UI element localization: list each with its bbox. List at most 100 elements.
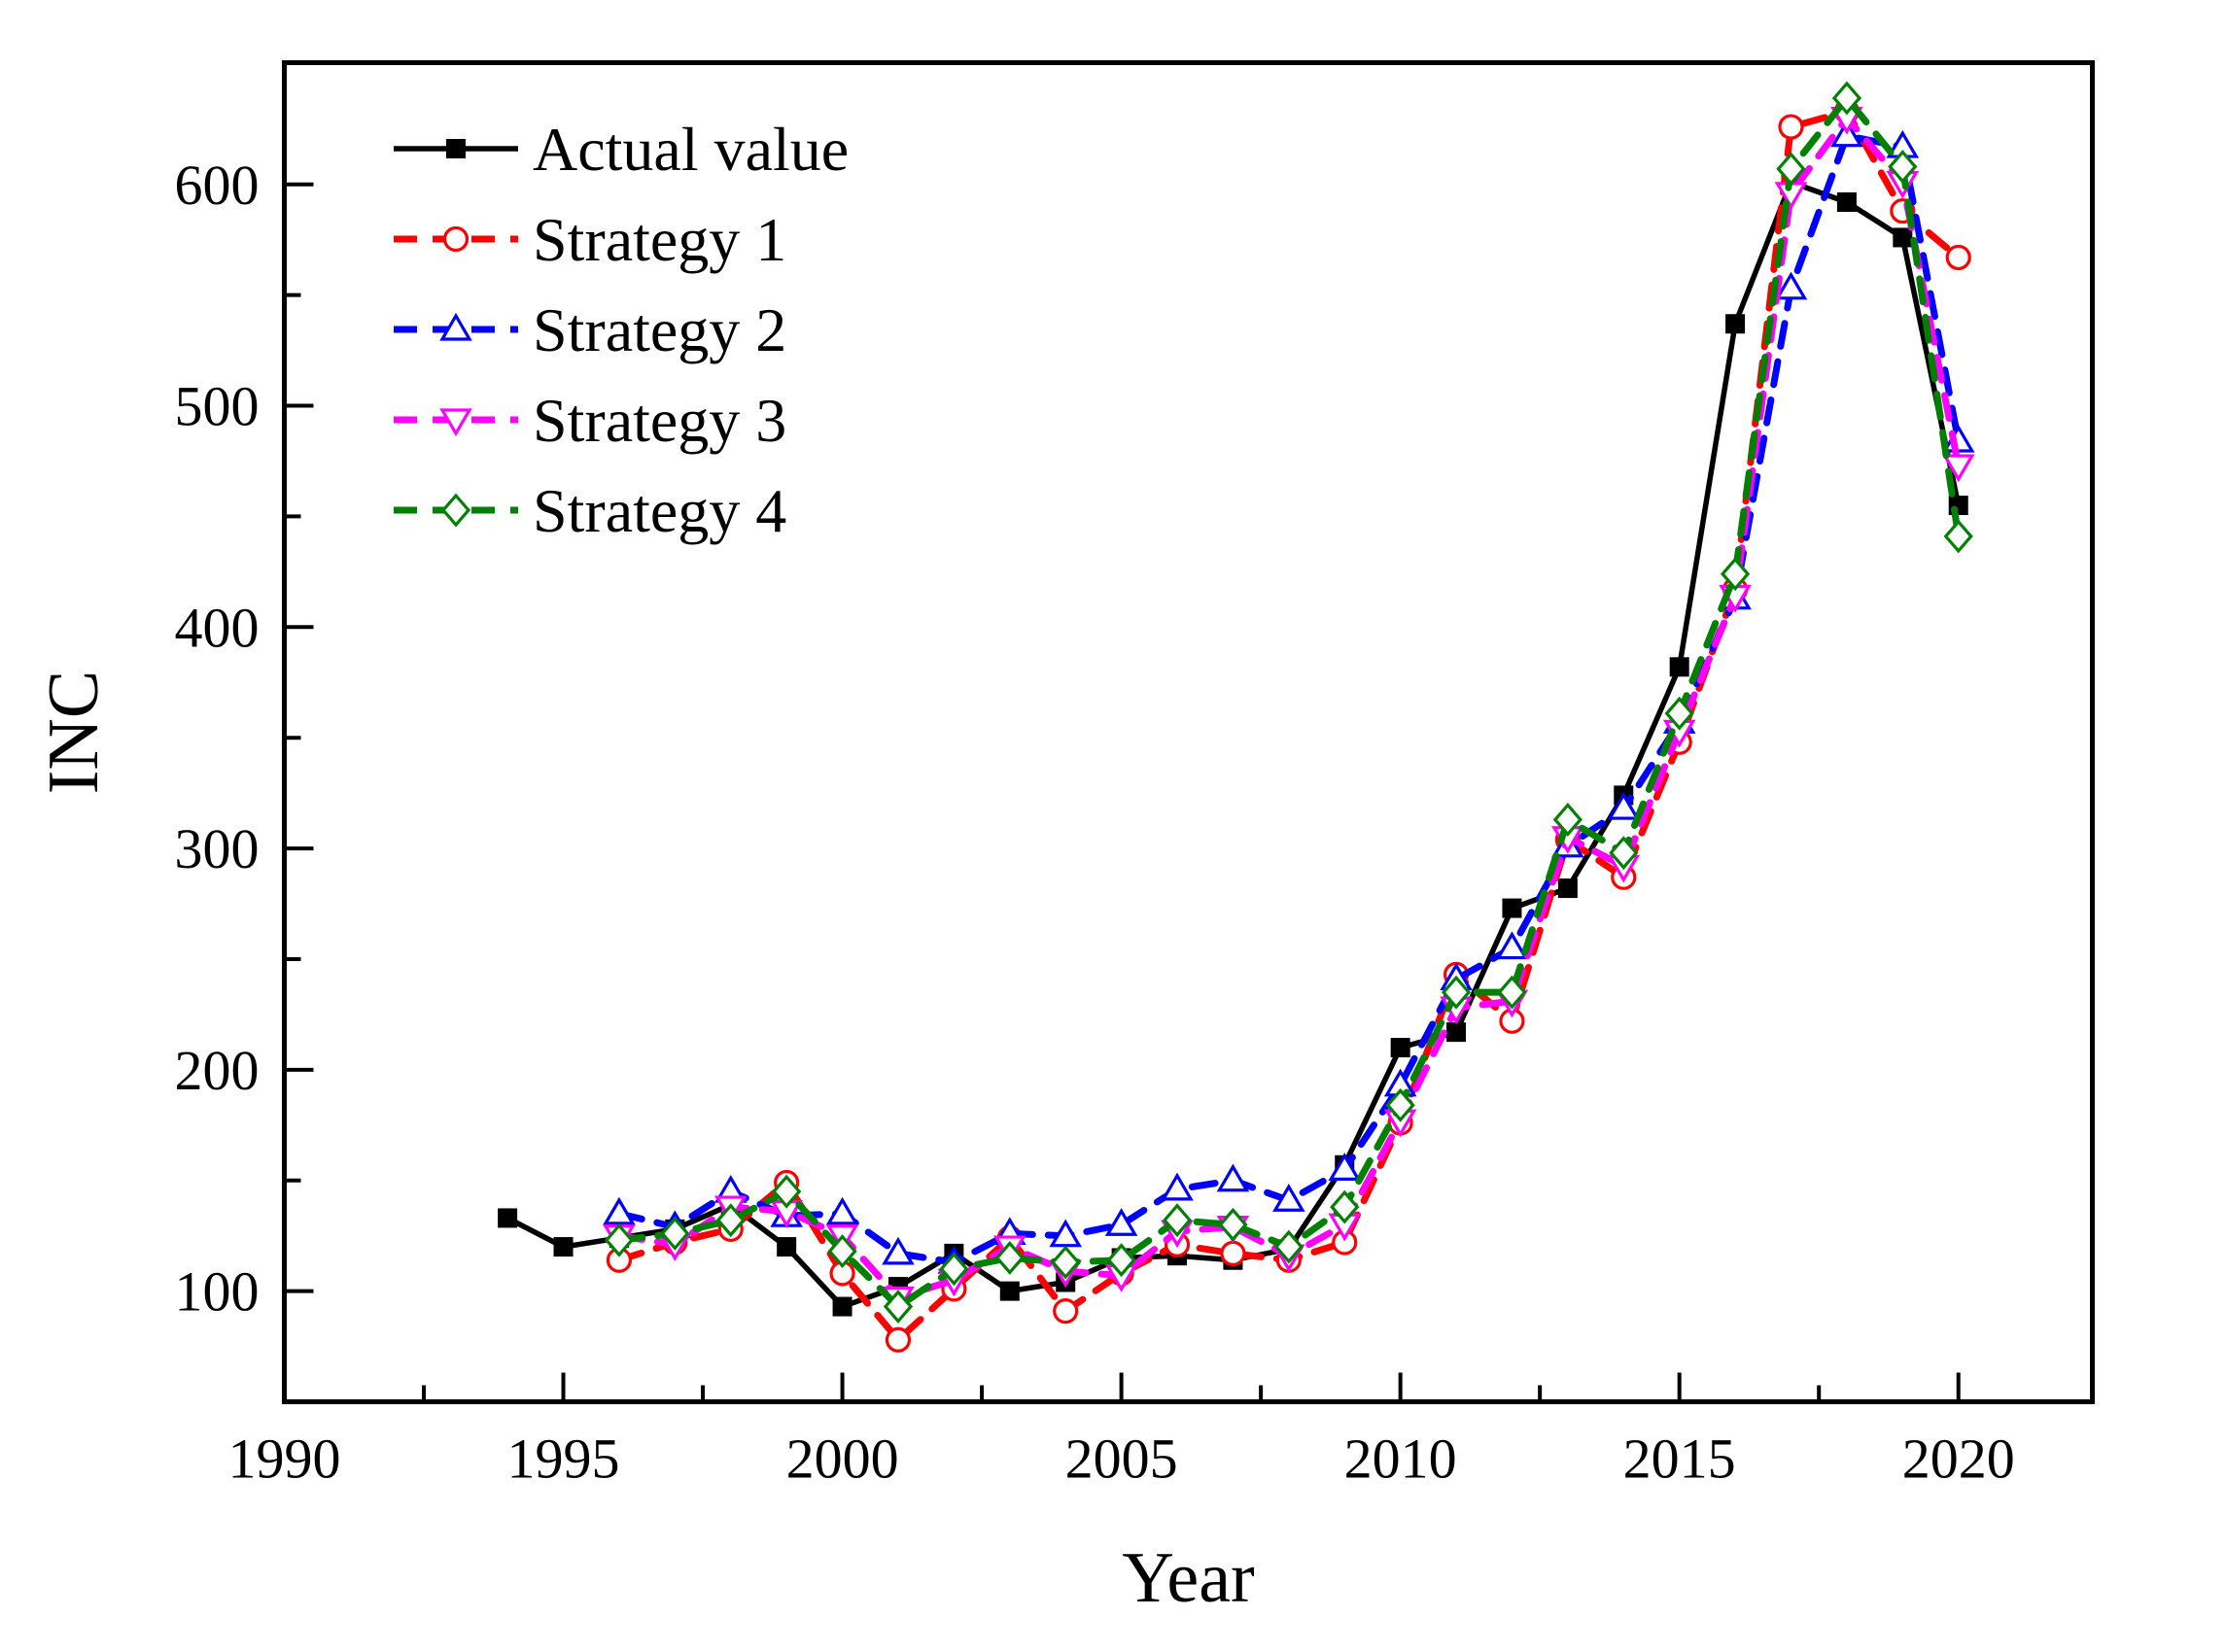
legend-item-strategy-2: Strategy 2 [394, 295, 786, 364]
data-point-diamond [660, 1216, 690, 1251]
data-point-circle [1945, 244, 1971, 271]
data-point-triangle-up [1607, 791, 1641, 820]
data-point-triangle-up [1161, 1172, 1194, 1201]
data-point-diamond [939, 1252, 969, 1287]
data-point-diamond [883, 1290, 914, 1325]
data-point-diamond [1385, 1087, 1415, 1122]
data-point-diamond [1051, 1245, 1081, 1280]
data-point-diamond [994, 1241, 1025, 1275]
legend: Actual value Strategy 1 Strategy 2 Strategy… [394, 115, 849, 545]
legend-label: Strategy 4 [533, 476, 786, 545]
series-line [615, 92, 1963, 1312]
data-point-square [1502, 898, 1522, 918]
y-tick-label: 500 [175, 375, 260, 438]
data-point-circle [1778, 114, 1804, 140]
data-point-square [1557, 878, 1578, 899]
x-tick-label: 2015 [1623, 1428, 1736, 1491]
data-point-triangle-up [603, 1196, 636, 1225]
data-point-diamond [1106, 1243, 1136, 1278]
data-point-square [999, 1281, 1020, 1301]
data-point-circle [442, 225, 470, 253]
x-tick-label: 1995 [507, 1428, 620, 1491]
data-point-diamond [1273, 1229, 1304, 1264]
data-point-diamond [1831, 81, 1862, 116]
legend-item-strategy-4: Strategy 4 [394, 476, 786, 545]
data-point-diamond [1218, 1207, 1248, 1242]
data-point-square [777, 1237, 797, 1257]
x-tick-label: 2010 [1344, 1428, 1457, 1491]
data-point-triangle-up [1272, 1184, 1305, 1212]
data-point-diamond [604, 1222, 635, 1257]
x-axis-title: Year [1122, 1538, 1254, 1618]
x-tick-label: 2000 [786, 1428, 899, 1491]
data-point-square [1893, 227, 1913, 248]
data-point-circle [1053, 1298, 1079, 1325]
data-point-diamond [1162, 1203, 1193, 1238]
data-point-diamond [827, 1234, 857, 1269]
data-point-triangle-up [1328, 1153, 1362, 1181]
series-line [615, 131, 1963, 1266]
data-point-square [553, 1237, 574, 1257]
data-point-diamond [1497, 975, 1527, 1010]
data-point-triangle-up [1941, 424, 1975, 453]
data-point-diamond [1664, 696, 1694, 731]
series-strategy-4 [604, 81, 1973, 1325]
legend-item-actual-value: Actual value [394, 115, 849, 184]
data-point-circle [885, 1326, 912, 1353]
data-point-square [1725, 314, 1746, 334]
legend-label: Strategy 2 [533, 295, 786, 364]
x-tick-label: 2005 [1065, 1428, 1178, 1491]
data-point-square [446, 139, 466, 158]
data-point-diamond [715, 1203, 746, 1238]
data-point-diamond [772, 1174, 802, 1209]
x-tick-label: 1990 [228, 1428, 341, 1491]
data-point-diamond [1776, 152, 1806, 187]
legend-label: Strategy 1 [533, 205, 786, 274]
data-point-square [832, 1296, 852, 1317]
legend-item-strategy-3: Strategy 3 [394, 386, 786, 455]
data-point-diamond [1888, 150, 1918, 184]
data-point-triangle-up [1495, 931, 1529, 960]
data-point-square [1390, 1038, 1410, 1058]
data-point-triangle-up [882, 1236, 915, 1265]
data-point-diamond [1552, 803, 1583, 837]
plot-frame [282, 60, 2095, 1404]
legend-label: Actual value [533, 115, 849, 184]
series-line [615, 112, 1963, 1302]
x-tick-label: 2020 [1902, 1428, 2015, 1491]
data-point-diamond [440, 493, 471, 528]
series-strategy-3 [603, 106, 1975, 1315]
y-tick-label: 300 [175, 817, 260, 880]
data-point-triangle-up [1104, 1208, 1138, 1236]
data-point-triangle-up [1216, 1163, 1250, 1192]
legend-item-strategy-1: Strategy 1 [394, 205, 786, 274]
data-point-triangle-down [439, 408, 472, 437]
data-point-square [1836, 191, 1857, 212]
data-point-circle [1220, 1240, 1246, 1266]
series-line [615, 107, 1963, 1345]
tick-labels: 1990 1995 2000 2005 2010 2015 2020 100 200 300 400… [175, 154, 2015, 1491]
data-point-diamond [1720, 557, 1751, 592]
y-tick-label: 100 [175, 1260, 260, 1324]
data-point-square [1446, 1022, 1467, 1043]
legend-label: Strategy 3 [533, 386, 786, 455]
series-strategy-2 [603, 119, 1975, 1274]
data-point-triangle-up [439, 312, 472, 341]
data-point-triangle-up [1774, 271, 1808, 300]
data-point-triangle-up [825, 1196, 859, 1225]
y-tick-label: 400 [175, 596, 260, 659]
axis-ticks [282, 182, 1961, 1402]
y-axis-title: INC [34, 671, 114, 794]
data-point-diamond [1330, 1189, 1360, 1224]
data-point-square [1669, 657, 1689, 677]
series-strategy-1 [606, 98, 1971, 1353]
data-point-square [498, 1208, 518, 1228]
data-point-diamond [1943, 519, 1973, 554]
data-point-diamond [1441, 975, 1472, 1010]
y-tick-label: 600 [175, 154, 260, 217]
data-point-triangle-down [1941, 454, 1975, 483]
y-tick-label: 200 [175, 1039, 260, 1102]
data-point-diamond [1609, 836, 1639, 871]
